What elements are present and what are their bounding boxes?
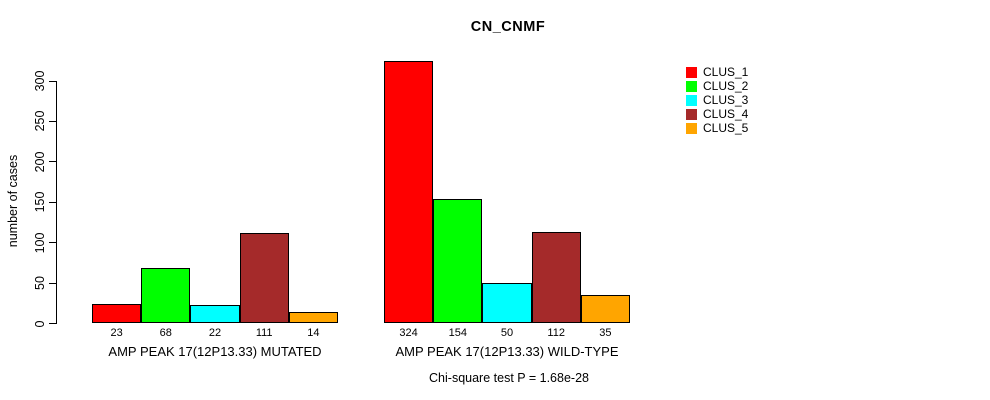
bar-value-label: 68 bbox=[159, 327, 172, 339]
chi-square-annotation: Chi-square test P = 1.68e-28 bbox=[429, 371, 589, 385]
bar-clus_1-group2 bbox=[384, 61, 434, 323]
legend-item: CLUS_3 bbox=[686, 93, 748, 107]
bar-clus_3-group1 bbox=[190, 305, 240, 323]
y-axis-tick-label: 150 bbox=[33, 191, 47, 213]
bar-clus_3-group2 bbox=[482, 282, 532, 323]
bar-value-label: 35 bbox=[599, 327, 612, 339]
legend-swatch bbox=[686, 94, 697, 106]
y-axis-tick bbox=[49, 80, 56, 82]
bar-clus_2-group2 bbox=[433, 198, 483, 323]
legend: CLUS_1 CLUS_2 CLUS_3 CLUS_4 CLUS_5 bbox=[686, 65, 748, 135]
legend-label: CLUS_4 bbox=[703, 107, 749, 121]
legend-item: CLUS_4 bbox=[686, 107, 748, 121]
y-axis-tick bbox=[49, 201, 56, 203]
legend-item: CLUS_5 bbox=[686, 121, 748, 135]
y-axis-tick-label: 200 bbox=[33, 151, 47, 173]
x-axis-group-label: AMP PEAK 17(12P13.33) WILD-TYPE bbox=[395, 344, 619, 359]
legend-swatch bbox=[686, 80, 697, 92]
bar-clus_4-group1 bbox=[239, 233, 289, 323]
bar-value-label: 50 bbox=[500, 327, 514, 339]
bar-value-label: 14 bbox=[307, 327, 320, 339]
x-axis-group-label: AMP PEAK 17(12P13.33) MUTATED bbox=[108, 344, 322, 359]
bar-value-label: 22 bbox=[208, 327, 222, 339]
y-axis-line bbox=[56, 80, 57, 324]
legend-item: CLUS_1 bbox=[686, 65, 748, 79]
legend-swatch bbox=[686, 66, 697, 78]
y-axis-tick-label: 250 bbox=[33, 110, 47, 132]
y-axis-tick bbox=[49, 242, 56, 244]
bar-value-label: 324 bbox=[399, 327, 418, 339]
legend-label: CLUS_5 bbox=[703, 121, 749, 135]
legend-swatch bbox=[686, 108, 697, 120]
y-axis-tick-label: 50 bbox=[33, 276, 47, 291]
legend-item: CLUS_2 bbox=[686, 79, 748, 93]
chart-title: CN_CNMF bbox=[470, 19, 546, 35]
bar-value-label: 23 bbox=[110, 327, 123, 339]
y-axis-tick-label: 0 bbox=[33, 320, 47, 327]
bar-clus_5-group2 bbox=[580, 294, 630, 323]
y-axis-tick bbox=[49, 282, 56, 284]
legend-label: CLUS_2 bbox=[703, 79, 749, 93]
y-axis-label: number of cases bbox=[6, 154, 20, 248]
legend-label: CLUS_1 bbox=[703, 65, 749, 79]
bar-clus_2-group1 bbox=[141, 268, 191, 323]
y-axis-tick-label: 100 bbox=[33, 232, 47, 254]
y-axis-tick-label: 300 bbox=[33, 70, 47, 92]
y-axis-tick bbox=[49, 161, 56, 163]
bar-value-label: 154 bbox=[448, 327, 467, 339]
y-axis-tick bbox=[49, 120, 56, 122]
bar-clus_5-group1 bbox=[288, 311, 338, 323]
bar-value-label: 111 bbox=[255, 327, 273, 339]
bar-value-label: 112 bbox=[547, 327, 565, 339]
bar-clus_4-group2 bbox=[531, 232, 581, 323]
legend-label: CLUS_3 bbox=[703, 93, 749, 107]
y-axis-tick bbox=[49, 323, 56, 324]
legend-swatch bbox=[686, 122, 697, 134]
bar-clus_1-group1 bbox=[92, 304, 142, 323]
